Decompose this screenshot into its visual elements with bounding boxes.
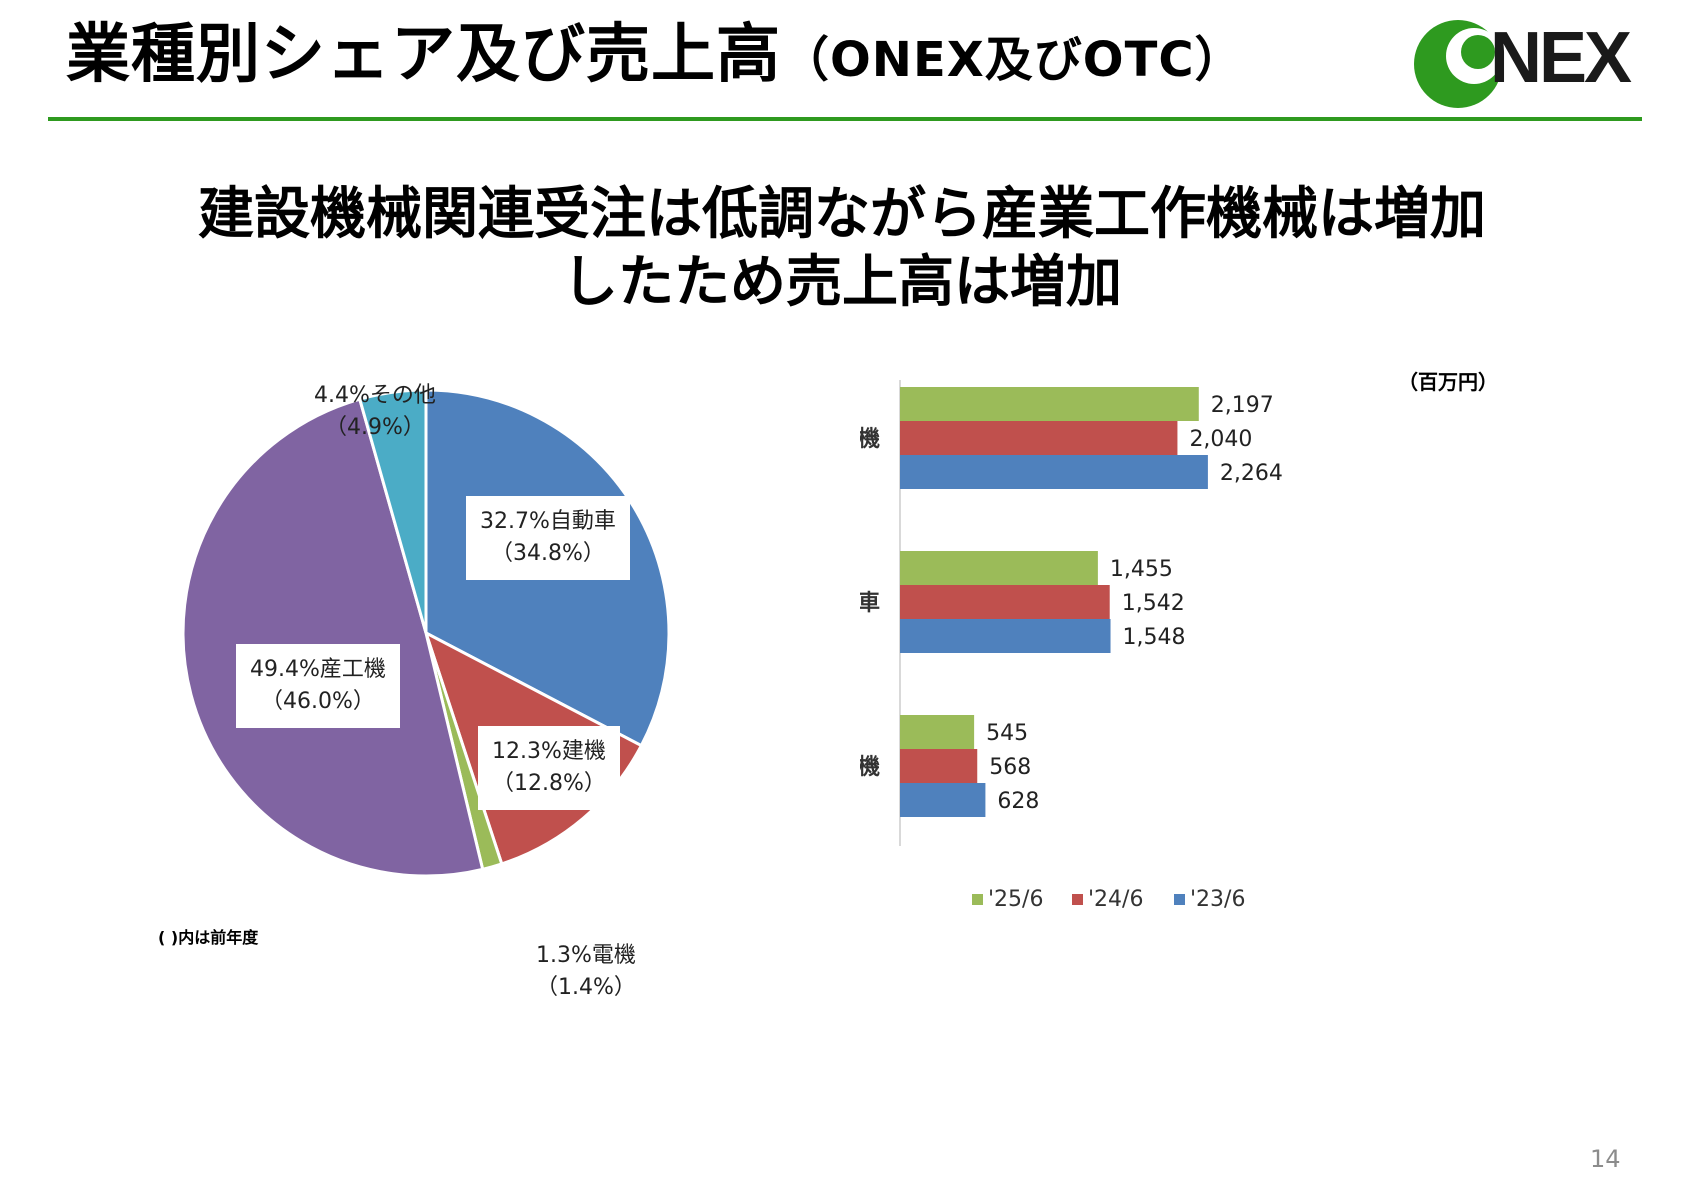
pie-label-construction-prev: （12.8%） xyxy=(492,771,606,796)
legend-label: '24/6 xyxy=(1088,887,1143,912)
bar xyxy=(900,421,1178,455)
bar xyxy=(900,551,1098,585)
headline-line-2: したため売上高は増加 xyxy=(562,250,1122,315)
bar xyxy=(900,619,1111,653)
pie-label-electric-main: 1.3%電機 xyxy=(536,943,636,968)
pie-label-electric: 1.3%電機 （1.4%） xyxy=(536,940,636,1004)
pie-label-other-prev: （4.9%） xyxy=(325,415,425,440)
pie-footnote: ( )内は前年度 xyxy=(158,928,259,947)
bar-value-label: 568 xyxy=(989,755,1031,780)
bar-value-label: 545 xyxy=(986,721,1028,746)
bar-value-label: 628 xyxy=(997,789,1039,814)
bar-category-label: 建機 xyxy=(860,755,880,780)
pie-label-auto-main: 32.7%自動車 xyxy=(480,509,616,534)
bar-chart-svg: 産工機 2,197 2,040 2,264 自動車 1,455 1,542 1,548 建機 54… xyxy=(814,356,1283,912)
page-number: 14 xyxy=(1590,1145,1621,1173)
bar-category-label: 産工機 xyxy=(860,426,880,452)
pie-label-other: 4.4%その他 （4.9%） xyxy=(314,380,436,444)
page-title: 業種別シェア及び売上高（ONEX及びOTC） xyxy=(66,10,1244,105)
bar-value-label: 2,197 xyxy=(1211,393,1274,418)
pie-slice-3 xyxy=(181,397,485,878)
pie-label-construction: 12.3%建機 （12.8%） xyxy=(478,726,620,810)
header-divider xyxy=(48,117,1642,121)
pie-label-industrial-main: 49.4%産工機 xyxy=(250,657,386,682)
pie-label-construction-main: 12.3%建機 xyxy=(492,739,606,764)
bar-category-label: 自動車 xyxy=(860,590,880,616)
pie-label-auto: 32.7%自動車 （34.8%） xyxy=(466,496,630,580)
pie-label-industrial-prev: （46.0%） xyxy=(261,689,375,714)
legend-swatch xyxy=(1174,894,1185,905)
sales-bar-chart: 産工機 2,197 2,040 2,264 自動車 1,455 1,542 1,548 建機 54… xyxy=(814,356,1420,980)
bar-value-label: 1,455 xyxy=(1110,557,1173,582)
bar xyxy=(900,783,986,817)
page-title-suffix: （ONEX及びOTC） xyxy=(781,32,1244,88)
share-pie-chart: 4.4%その他 （4.9%） 32.7%自動車 （34.8%） 49.4%産工機… xyxy=(180,380,740,1000)
pie-label-auto-prev: （34.8%） xyxy=(491,541,605,566)
bar-value-label: 1,542 xyxy=(1122,591,1185,616)
legend-swatch xyxy=(972,894,983,905)
bar xyxy=(900,455,1208,489)
bar-chart-unit: （百万円） xyxy=(1398,370,1498,394)
legend-swatch xyxy=(1072,894,1083,905)
legend-label: '23/6 xyxy=(1190,887,1245,912)
onex-logo: NEX xyxy=(1412,16,1632,112)
pie-label-electric-prev: （1.4%） xyxy=(536,975,636,1000)
bar xyxy=(900,715,975,749)
logo-text: NEX xyxy=(1490,18,1632,98)
bar xyxy=(900,387,1199,421)
bar-value-label: 2,264 xyxy=(1220,461,1283,486)
pie-label-other-main: 4.4%その他 xyxy=(314,383,436,408)
bar-value-label: 2,040 xyxy=(1189,427,1252,452)
page-title-main: 業種別シェア及び売上高 xyxy=(66,18,781,92)
pie-label-industrial-machinery: 49.4%産工機 （46.0%） xyxy=(236,644,400,728)
pie-slice-4 xyxy=(357,388,428,634)
bar xyxy=(900,749,978,783)
bar-value-label: 1,548 xyxy=(1123,625,1186,650)
logo-mark-icon xyxy=(1414,20,1502,108)
headline-line-1: 建設機械関連受注は低調ながら産業工作機械は増加 xyxy=(198,182,1486,247)
legend-label: '25/6 xyxy=(988,887,1043,912)
bar xyxy=(900,585,1110,619)
